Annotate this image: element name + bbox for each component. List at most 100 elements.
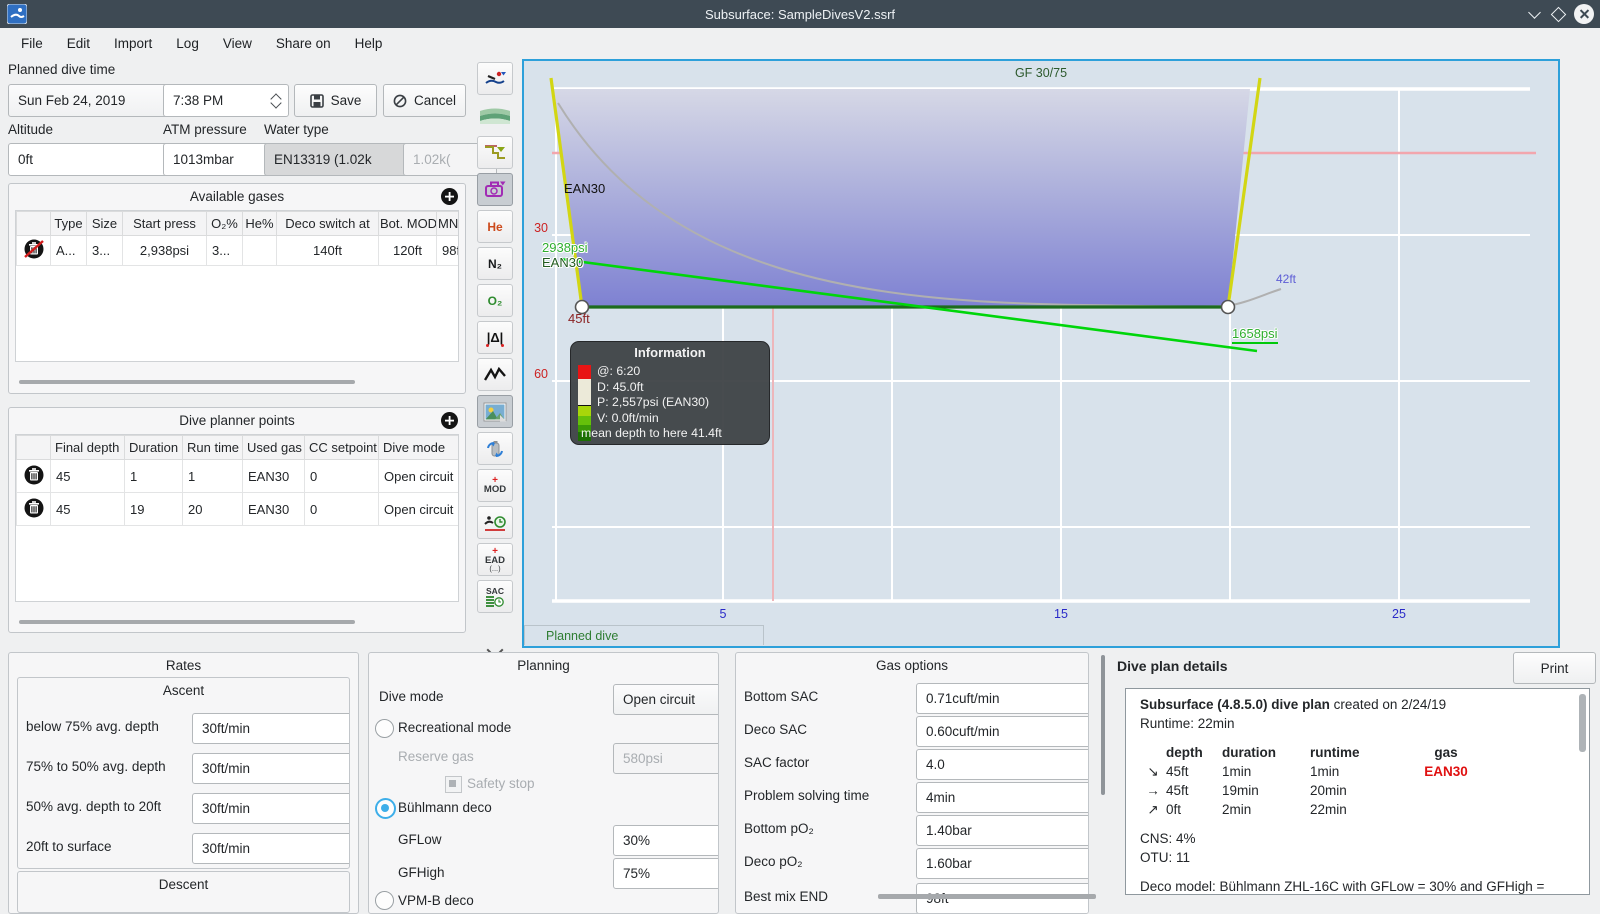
heartrate-button[interactable] xyxy=(477,358,513,391)
menu-log[interactable]: Log xyxy=(176,35,199,51)
menu-share-on[interactable]: Share on xyxy=(275,35,331,51)
ndl-button[interactable] xyxy=(477,506,513,539)
gflow-spinner[interactable]: 30% xyxy=(613,825,718,856)
add-gas-button[interactable] xyxy=(441,188,458,205)
rate-label: 20ft to surface xyxy=(26,839,112,854)
vpmb-deco-radio[interactable] xyxy=(375,891,394,910)
safety-stop-label: Safety stop xyxy=(467,776,535,791)
cc-setpoint-cell[interactable]: 0 xyxy=(304,459,379,493)
delete-point-button[interactable] xyxy=(16,459,51,493)
menu-file[interactable]: File xyxy=(21,35,43,51)
run-time-cell[interactable]: 20 xyxy=(182,492,243,526)
ead-button[interactable]: + EAD (...) xyxy=(477,543,513,576)
menu-import[interactable]: Import xyxy=(114,35,153,51)
sac-factor-spinner[interactable]: 4.0 xyxy=(916,749,1088,780)
planning-title: Planning xyxy=(517,658,570,673)
col-dive-mode: Dive mode xyxy=(378,435,458,460)
water-background-button[interactable] xyxy=(477,99,513,132)
final-depth-cell[interactable]: 45 xyxy=(50,459,125,493)
plan-vscrollbar[interactable] xyxy=(1579,694,1586,752)
save-icon xyxy=(309,93,324,108)
gas-mnd-cell[interactable]: 98f xyxy=(436,235,458,266)
gas-bot-mod-cell[interactable]: 120ft xyxy=(378,235,437,266)
photos-button[interactable] xyxy=(477,395,513,428)
bottom-sac-spinner[interactable]: 0.71cuft/min xyxy=(916,683,1088,714)
ceiling-icon xyxy=(485,144,505,159)
ascent-rate-spinner-1[interactable]: 30ft/min xyxy=(192,713,349,744)
density-value: 1.02k( xyxy=(413,152,451,167)
buhlmann-deco-radio[interactable] xyxy=(375,798,396,819)
cancel-button[interactable]: Cancel xyxy=(383,84,466,117)
altitude-spinner[interactable]: 0ft xyxy=(8,143,184,176)
gas-size-cell[interactable]: 3... xyxy=(86,235,123,266)
window-title: Subsurface: SampleDivesV2.ssrf xyxy=(704,6,896,22)
tissue-heatmap-button[interactable]: |Δ| xyxy=(477,321,513,354)
gas-change-button[interactable] xyxy=(477,432,513,465)
plan-heading: Subsurface (4.8.5.0) dive plan created o… xyxy=(1140,697,1447,712)
ascent-rate-spinner-3[interactable]: 30ft/min xyxy=(192,793,349,824)
add-point-button[interactable] xyxy=(441,412,458,429)
gas-deco-switch-cell[interactable]: 140ft xyxy=(276,235,379,266)
panel-splitter[interactable] xyxy=(1101,655,1105,795)
deco-po2-spinner[interactable]: 1.60bar xyxy=(916,848,1088,879)
col-bot-mod: Bot. MOD xyxy=(378,211,437,236)
calculated-ceiling-button[interactable] xyxy=(477,173,513,206)
ascent-rate-spinner-2[interactable]: 30ft/min xyxy=(192,753,349,784)
n2-graph-button[interactable]: N₂ xyxy=(477,247,513,280)
descent-title: Descent xyxy=(158,877,209,892)
used-gas-cell[interactable]: EAN30 xyxy=(242,459,305,493)
bottom-po2-spinner[interactable]: 1.40bar xyxy=(916,815,1088,846)
problem-solving-spinner[interactable]: 4min xyxy=(916,782,1088,813)
duration-cell[interactable]: 19 xyxy=(124,492,183,526)
used-gas-cell[interactable]: EAN30 xyxy=(242,492,305,526)
run-time-cell[interactable]: 1 xyxy=(182,459,243,493)
tooltip-time: @: 6:20 xyxy=(597,364,641,378)
recreational-mode-radio[interactable] xyxy=(375,719,394,738)
gas-start-press-cell[interactable]: 2,938psi xyxy=(122,235,207,266)
planned-dive-toggle-button[interactable] xyxy=(477,62,513,95)
mean-depth-label: 42ft xyxy=(1276,272,1297,286)
menu-help[interactable]: Help xyxy=(354,35,383,51)
he-graph-button[interactable]: He xyxy=(477,210,513,243)
dive-mode-cell[interactable]: Open circuit xyxy=(378,459,458,493)
bottom-hscrollbar[interactable] xyxy=(878,894,1096,899)
mod-button[interactable]: + MOD xyxy=(477,469,513,502)
deco-sac-spinner[interactable]: 0.60cuft/min xyxy=(916,716,1088,747)
gas-o2-cell[interactable]: 3... xyxy=(206,235,243,266)
col-o2: O₂% xyxy=(206,211,243,236)
gfhigh-spinner[interactable]: 75% xyxy=(613,858,718,889)
ascent-title: Ascent xyxy=(162,683,205,698)
bottom-depth-label: 45ft xyxy=(568,311,590,326)
duration-cell[interactable]: 1 xyxy=(124,459,183,493)
waypoint-handle[interactable] xyxy=(1220,299,1236,315)
waypoint-handle[interactable] xyxy=(574,299,590,315)
delete-gas-disabled[interactable] xyxy=(16,235,51,266)
o2-graph-button[interactable]: O₂ xyxy=(477,284,513,317)
gas-he-cell[interactable] xyxy=(242,235,277,266)
save-button[interactable]: Save xyxy=(294,84,377,117)
sac-button[interactable]: SAC xyxy=(477,580,513,613)
close-icon[interactable] xyxy=(1574,4,1594,24)
ascent-rate-spinner-4[interactable]: 30ft/min xyxy=(192,833,349,864)
time-spinner[interactable]: 7:38 PM xyxy=(163,84,289,117)
spinner-arrows[interactable] xyxy=(270,92,282,109)
gas-type-cell[interactable]: A... xyxy=(50,235,87,266)
menu-edit[interactable]: Edit xyxy=(66,35,91,51)
minimize-icon[interactable] xyxy=(1524,4,1544,24)
maximize-icon[interactable] xyxy=(1548,4,1568,24)
dive-mode-cell[interactable]: Open circuit xyxy=(378,492,458,526)
dive-mode-combo[interactable]: Open circuit xyxy=(613,684,718,715)
water-type-combo[interactable]: EN13319 (1.02k xyxy=(264,143,428,176)
cc-setpoint-cell[interactable]: 0 xyxy=(304,492,379,526)
date-combo[interactable]: Sun Feb 24, 2019 xyxy=(8,84,184,117)
ceiling-button[interactable] xyxy=(477,136,513,169)
final-depth-cell[interactable]: 45 xyxy=(50,492,125,526)
dive-plan-text[interactable]: Subsurface (4.8.5.0) dive plan created o… xyxy=(1125,688,1590,895)
col-run-time: Run time xyxy=(182,435,243,460)
gases-hscrollbar[interactable] xyxy=(19,380,355,384)
delete-point-button[interactable] xyxy=(16,492,51,526)
points-hscrollbar[interactable] xyxy=(19,620,355,624)
planned-dive-tab[interactable]: Planned dive xyxy=(524,625,764,645)
print-button[interactable]: Print xyxy=(1513,652,1596,684)
menu-view[interactable]: View xyxy=(222,35,252,51)
